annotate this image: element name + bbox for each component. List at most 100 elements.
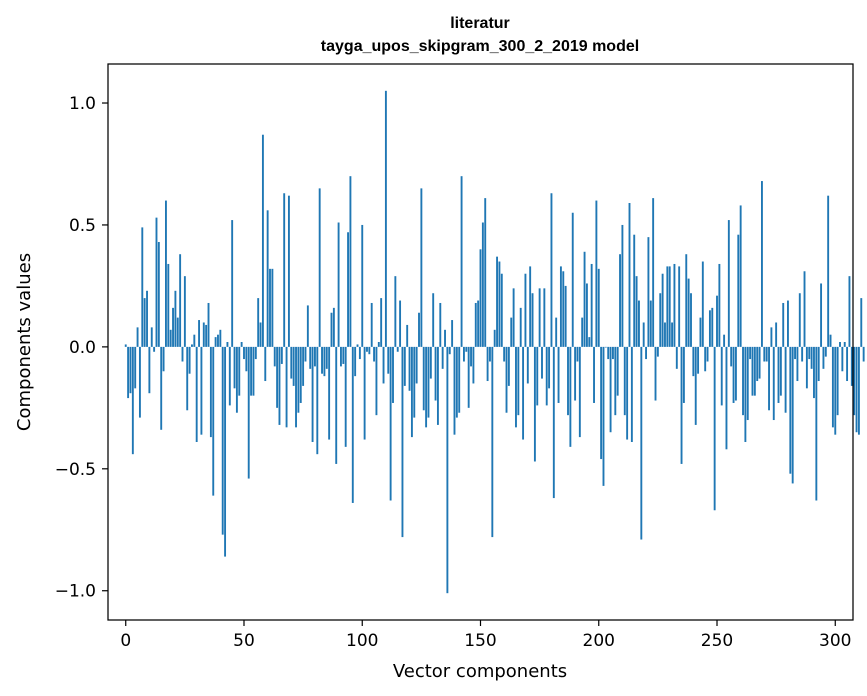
bar-32 <box>200 346 203 435</box>
bar-30 <box>195 346 198 442</box>
bar-311 <box>860 298 863 347</box>
bar-12 <box>153 346 156 352</box>
bar-225 <box>656 346 659 357</box>
bar-14 <box>157 242 160 347</box>
bar-43 <box>226 342 229 347</box>
bar-134 <box>441 346 444 369</box>
bar-99 <box>358 346 361 360</box>
bar-153 <box>486 346 489 382</box>
bar-109 <box>382 346 385 384</box>
bar-46 <box>233 346 236 389</box>
bar-63 <box>273 346 276 367</box>
bar-167 <box>519 307 522 347</box>
bar-5 <box>136 327 139 347</box>
bar-62 <box>271 268 274 347</box>
bar-38 <box>214 337 217 347</box>
bar-67 <box>283 193 286 347</box>
bar-26 <box>186 346 189 411</box>
bar-58 <box>261 134 264 347</box>
bar-290 <box>810 346 813 369</box>
bar-81 <box>316 346 319 455</box>
bar-55 <box>254 346 257 360</box>
bar-84 <box>323 346 326 377</box>
bar-201 <box>600 346 603 460</box>
bar-173 <box>533 346 536 462</box>
bar-96 <box>351 346 354 503</box>
bar-108 <box>380 298 383 347</box>
bar-196 <box>588 337 591 347</box>
bar-57 <box>259 322 262 347</box>
bar-161 <box>505 346 508 413</box>
x-tick-label: 50 <box>233 631 255 651</box>
bar-213 <box>628 203 631 347</box>
bar-195 <box>585 283 588 347</box>
bar-155 <box>491 346 494 538</box>
bar-274 <box>772 346 775 421</box>
x-tick-label: 250 <box>701 631 733 651</box>
bar-280 <box>787 300 789 347</box>
bar-221 <box>647 237 650 347</box>
bar-17 <box>165 200 167 347</box>
bar-265 <box>751 346 754 396</box>
bar-187 <box>567 346 569 416</box>
bar-176 <box>541 346 543 379</box>
bar-20 <box>172 307 174 347</box>
bar-148 <box>474 302 477 347</box>
bar-124 <box>418 312 420 347</box>
bar-308 <box>853 346 856 416</box>
bar-122 <box>413 346 416 418</box>
bar-72 <box>295 346 297 428</box>
bar-164 <box>512 288 515 347</box>
bar-185 <box>562 271 565 347</box>
bar-226 <box>659 293 662 347</box>
bar-298 <box>829 334 832 347</box>
bar-248 <box>711 307 714 347</box>
y-tick-label: 1.0 <box>69 94 96 114</box>
bar-97 <box>354 346 357 377</box>
x-tick-label: 100 <box>346 631 378 651</box>
bar-268 <box>758 346 761 379</box>
bar-171 <box>529 266 532 347</box>
bar-48 <box>238 346 241 396</box>
bar-73 <box>297 346 300 413</box>
bar-112 <box>389 346 392 501</box>
bar-184 <box>559 266 562 347</box>
bar-56 <box>257 298 260 347</box>
bar-181 <box>552 346 555 499</box>
bar-128 <box>427 346 430 418</box>
bar-200 <box>597 268 600 347</box>
bar-10 <box>148 346 151 394</box>
bar-170 <box>526 346 529 384</box>
bar-53 <box>250 346 253 396</box>
bar-300 <box>834 346 837 435</box>
bar-126 <box>422 346 425 411</box>
bar-172 <box>531 293 534 347</box>
bar-98 <box>356 344 359 347</box>
y-axis-label: Components values <box>14 253 35 431</box>
bar-190 <box>574 346 577 401</box>
bar-74 <box>299 346 302 403</box>
bar-27 <box>188 346 191 374</box>
bar-262 <box>744 346 747 442</box>
bar-151 <box>481 222 484 347</box>
bar-16 <box>162 346 165 372</box>
bar-252 <box>720 346 723 406</box>
bar-2 <box>129 346 132 394</box>
bar-41 <box>221 346 224 535</box>
bar-29 <box>193 334 196 347</box>
bar-240 <box>692 346 695 377</box>
bar-249 <box>713 346 716 511</box>
bar-273 <box>770 327 773 347</box>
bar-209 <box>619 254 621 347</box>
bar-19 <box>169 329 172 347</box>
bar-107 <box>377 342 380 347</box>
bar-24 <box>181 346 184 362</box>
bar-42 <box>224 346 227 557</box>
chart-subtitle: tayga_upos_skipgram_300_2_2019 model <box>321 38 639 55</box>
bar-45 <box>231 220 234 347</box>
bar-219 <box>642 322 645 347</box>
bar-202 <box>602 346 605 486</box>
bar-91 <box>340 346 342 367</box>
bar-92 <box>342 346 345 364</box>
bar-89 <box>335 346 338 464</box>
